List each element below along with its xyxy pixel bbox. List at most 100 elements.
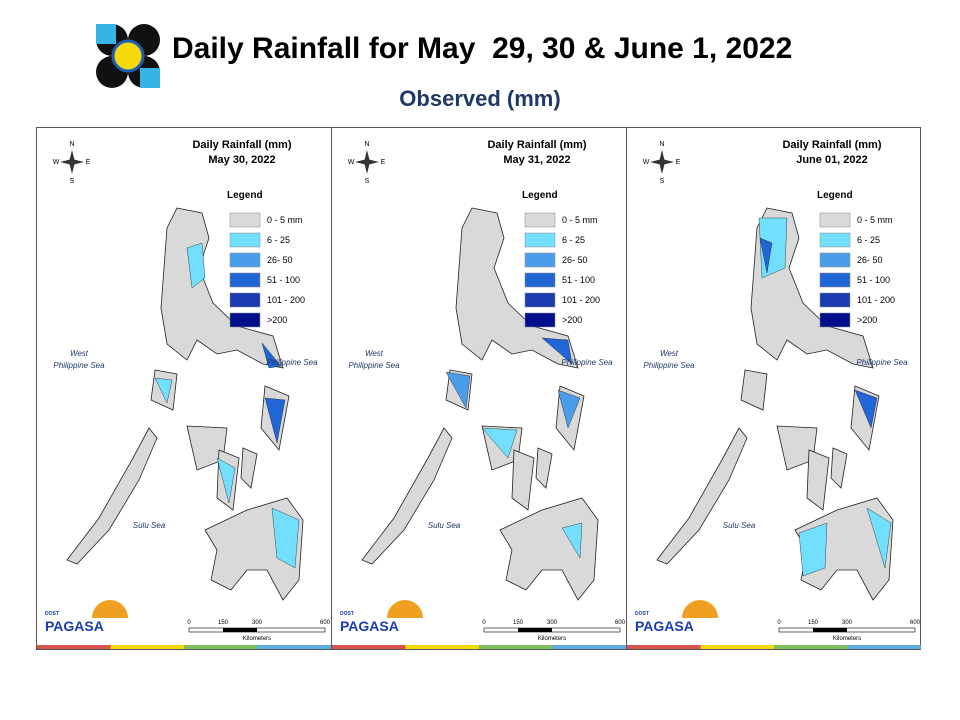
legend-swatch [524, 212, 556, 228]
panel-title: Daily Rainfall (mm) [782, 139, 881, 151]
rain-area [154, 377, 173, 404]
legend-title: Legend [817, 190, 853, 201]
scale-label: 150 [218, 620, 229, 626]
legend-swatch [524, 312, 556, 328]
rain-area [271, 507, 300, 569]
legend-swatch [229, 272, 261, 288]
rain-area [216, 457, 236, 504]
color-strip [110, 645, 184, 649]
rain-area [866, 507, 892, 569]
color-strip [847, 645, 921, 649]
scale-unit: Kilometers [243, 636, 271, 642]
color-strip [184, 645, 258, 649]
logo-org: DOST [635, 611, 649, 617]
sea-label: West [70, 349, 89, 358]
island [66, 427, 158, 565]
legend-label: 6 - 25 [857, 235, 880, 245]
compass-label: N [364, 141, 369, 148]
sea-label: Sulu Sea [133, 521, 166, 530]
legend-label: 26- 50 [857, 255, 883, 265]
color-strip [37, 645, 111, 649]
island [740, 369, 768, 411]
scale-bar [813, 628, 847, 632]
map-panel: Daily Rainfall (mm) May 30, 2022 N E S W Legen… [37, 128, 332, 649]
island [830, 447, 848, 489]
scale-bar [518, 628, 552, 632]
logo-name: PAGASA [45, 618, 104, 634]
logo-name: PAGASA [340, 618, 399, 634]
legend-swatch [819, 272, 851, 288]
panel-date: May 30, 2022 [208, 154, 275, 166]
sea-label: Philippine Sea [856, 358, 908, 367]
legend-label: 0 - 5 mm [857, 215, 893, 225]
legend-swatch [229, 212, 261, 228]
legend-title: Legend [522, 190, 558, 201]
legend-label: 101 - 200 [857, 295, 895, 305]
island [455, 207, 579, 369]
panels: Daily Rainfall (mm) May 30, 2022 N E S W Legen… [36, 127, 921, 650]
rain-area [261, 342, 282, 369]
rain-area [186, 242, 206, 289]
legend-swatch [819, 212, 851, 228]
legend-label: >200 [857, 315, 877, 325]
sea-label: West [660, 349, 679, 358]
legend-title: Legend [227, 190, 263, 201]
logo-org: DOST [45, 611, 59, 617]
legend-label: 51 - 100 [562, 275, 595, 285]
color-strip [700, 645, 774, 649]
scale-bar [223, 628, 257, 632]
map: Daily Rainfall (mm) May 30, 2022 N E S W Legen… [37, 139, 331, 649]
legend-swatch [819, 312, 851, 328]
logo-umbrella [92, 600, 128, 618]
panel-date: June 01, 2022 [796, 154, 868, 166]
island [361, 427, 453, 565]
title: Daily Rainfall for May 29, 30 & June 1, … [172, 32, 793, 65]
sea-label: Philippine Sea [348, 361, 400, 370]
rain-area [561, 522, 583, 559]
island [511, 449, 535, 511]
legend-swatch [524, 272, 556, 288]
island [240, 447, 258, 489]
legend-swatch [229, 232, 261, 248]
island [656, 427, 748, 565]
scale-label: 150 [513, 620, 524, 626]
compass-label: S [70, 178, 75, 185]
map: Daily Rainfall (mm) June 01, 2022 N E S W Lege… [627, 139, 921, 649]
compass-label: W [643, 159, 650, 166]
legend-label: 6 - 25 [562, 235, 585, 245]
rain-area [445, 371, 471, 409]
color-strip [332, 645, 406, 649]
color-strip [479, 645, 553, 649]
compass-label: N [659, 141, 664, 148]
compass-label: S [660, 178, 665, 185]
panel-title: Daily Rainfall (mm) [192, 139, 291, 151]
rain-area [759, 237, 773, 274]
rain-area [481, 427, 518, 459]
rain-area [798, 522, 828, 577]
logo [96, 24, 160, 88]
sea-label: Philippine Sea [561, 358, 613, 367]
legend-swatch [524, 252, 556, 268]
scale-label: 300 [842, 620, 853, 626]
color-strip [627, 645, 701, 649]
legend-label: >200 [562, 315, 582, 325]
legend-swatch [819, 232, 851, 248]
color-strip [774, 645, 848, 649]
island [160, 207, 284, 369]
compass [60, 150, 84, 174]
legend-label: 6 - 25 [267, 235, 290, 245]
compass-label: E [381, 159, 386, 166]
island [806, 449, 830, 511]
island [794, 497, 894, 601]
subtitle: Observed (mm) [399, 86, 561, 111]
legend-swatch [524, 232, 556, 248]
legend-label: 0 - 5 mm [562, 215, 598, 225]
island [535, 447, 553, 489]
legend-label: 51 - 100 [267, 275, 300, 285]
scale-label: 600 [320, 620, 331, 626]
scale-label: 300 [547, 620, 558, 626]
scale-unit: Kilometers [538, 636, 566, 642]
logo-umbrella [682, 600, 718, 618]
logo-name: PAGASA [635, 618, 694, 634]
